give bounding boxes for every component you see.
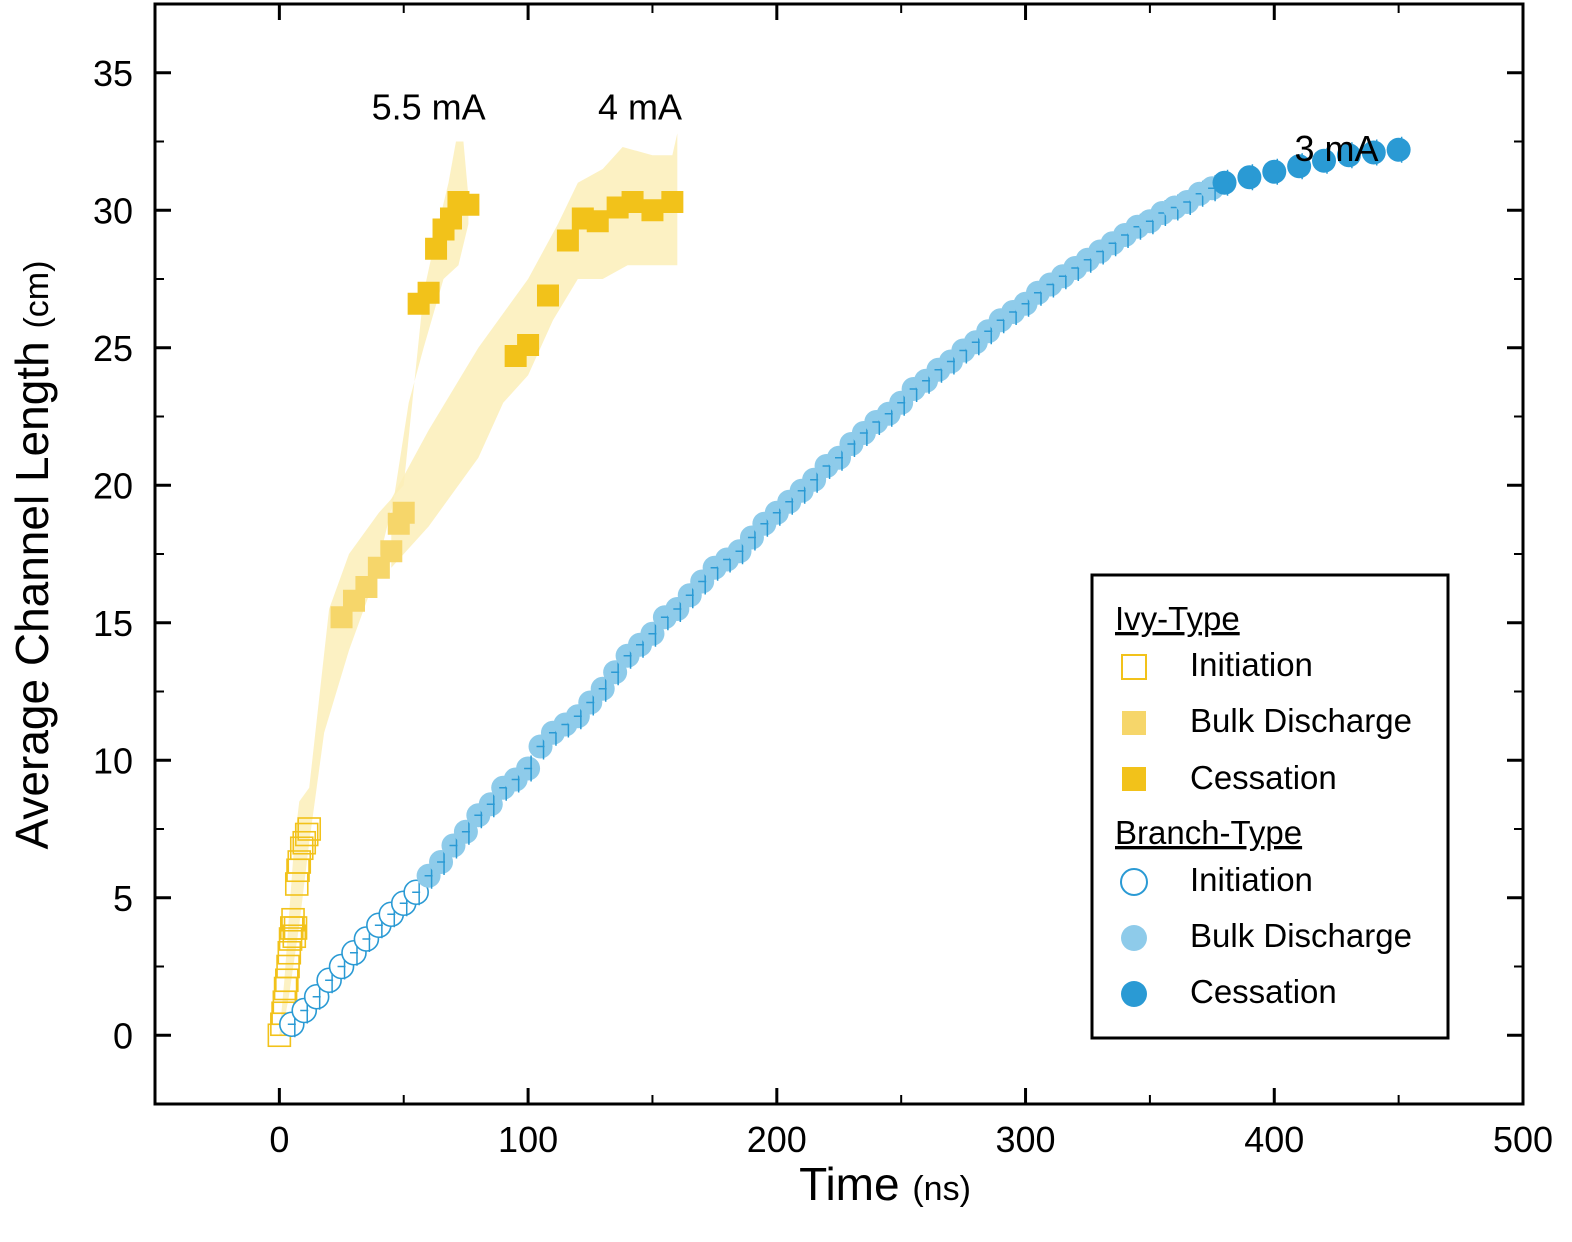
legend: Ivy-Type Initiation Bulk Discharge Cessa… — [1090, 573, 1450, 1040]
y-tick-label: 30 — [93, 190, 133, 231]
legend-ivy-initiation-marker — [1121, 654, 1147, 680]
legend-ivy-initiation-label: Initiation — [1190, 646, 1313, 683]
ivy-initiation-point — [292, 830, 317, 855]
ivy-initiation-point — [275, 968, 299, 993]
axis-ticks: 0 100 200 300 400 500 0 5 10 15 20 25 30 35 — [93, 3, 1553, 1160]
ivy-cessation-point — [641, 199, 664, 222]
y-tick-label: 25 — [93, 328, 133, 369]
y-axis-title: Average Channel Length (cm) — [6, 261, 58, 850]
data-markers — [267, 136, 1411, 1048]
y-tick-label: 35 — [93, 53, 133, 94]
legend-box — [1090, 573, 1450, 1040]
ivy-initiation-point — [282, 924, 307, 949]
ivy-initiation-point — [283, 916, 308, 940]
x-tick-label: 500 — [1493, 1119, 1553, 1160]
ivy-initiation-point — [297, 817, 322, 841]
ivy-cessation-point — [457, 193, 480, 216]
ivy-bulk-point — [355, 576, 378, 598]
ivy-cessation-point — [417, 281, 440, 304]
x-tick-label: 300 — [996, 1119, 1056, 1160]
x-tick-label: 200 — [747, 1119, 807, 1160]
legend-branch-initiation-label: Initiation — [1190, 861, 1313, 898]
ivy-cessation-point — [425, 237, 448, 260]
x-axis-title: Time (ns) — [799, 1158, 971, 1210]
ivy-cessation-point — [621, 191, 644, 213]
ivy-bulk-point — [380, 540, 403, 563]
x-tick-label: 100 — [498, 1119, 558, 1160]
series-label: 3 mA — [1294, 128, 1378, 169]
ivy-cessation-point — [517, 334, 540, 356]
legend-branch-cessation-label: Cessation — [1190, 973, 1337, 1010]
legend-branch-initiation-marker — [1120, 868, 1148, 896]
y-tick-label: 20 — [93, 465, 133, 506]
legend-branch-cessation-marker — [1121, 981, 1147, 1007]
ivy-cessation-point — [556, 229, 579, 252]
ivy-cessation-point — [661, 191, 684, 213]
y-tick-label: 10 — [93, 740, 133, 781]
legend-ivy-bulk-marker — [1122, 711, 1146, 735]
x-tick-label: 400 — [1244, 1119, 1304, 1160]
x-tick-label: 0 — [269, 1119, 289, 1160]
legend-ivy-cessation-marker — [1122, 767, 1146, 791]
legend-branch-bulk-label: Bulk Discharge — [1190, 917, 1412, 954]
legend-ivy-title: Ivy-Type — [1115, 600, 1240, 637]
ivy-initiation-point — [277, 940, 302, 965]
y-tick-label: 5 — [113, 878, 133, 919]
legend-branch-title: Branch-Type — [1115, 814, 1302, 851]
confidence-bands — [279, 133, 678, 1036]
legend-branch-bulk-marker — [1121, 925, 1147, 951]
series-annotations: 5.5 mA 4 mA 3 mA — [372, 87, 1379, 169]
ivy-cessation-point — [586, 210, 609, 233]
ivy-initiation-point — [281, 907, 305, 932]
y-tick-label: 0 — [113, 1015, 133, 1056]
legend-ivy-bulk-label: Bulk Discharge — [1190, 702, 1412, 739]
series-label: 5.5 mA — [372, 87, 486, 128]
y-tick-label: 15 — [93, 603, 133, 644]
ivy-initiation-point — [276, 954, 300, 979]
ivy-initiation-point — [294, 822, 319, 847]
ivy-initiation-point — [289, 836, 314, 861]
ivy-bulk-point — [392, 501, 415, 524]
ivy-cessation-point — [536, 284, 559, 307]
ivy-initiation-point — [287, 850, 312, 874]
series-label: 4 mA — [598, 87, 682, 128]
legend-ivy-cessation-label: Cessation — [1190, 759, 1337, 796]
